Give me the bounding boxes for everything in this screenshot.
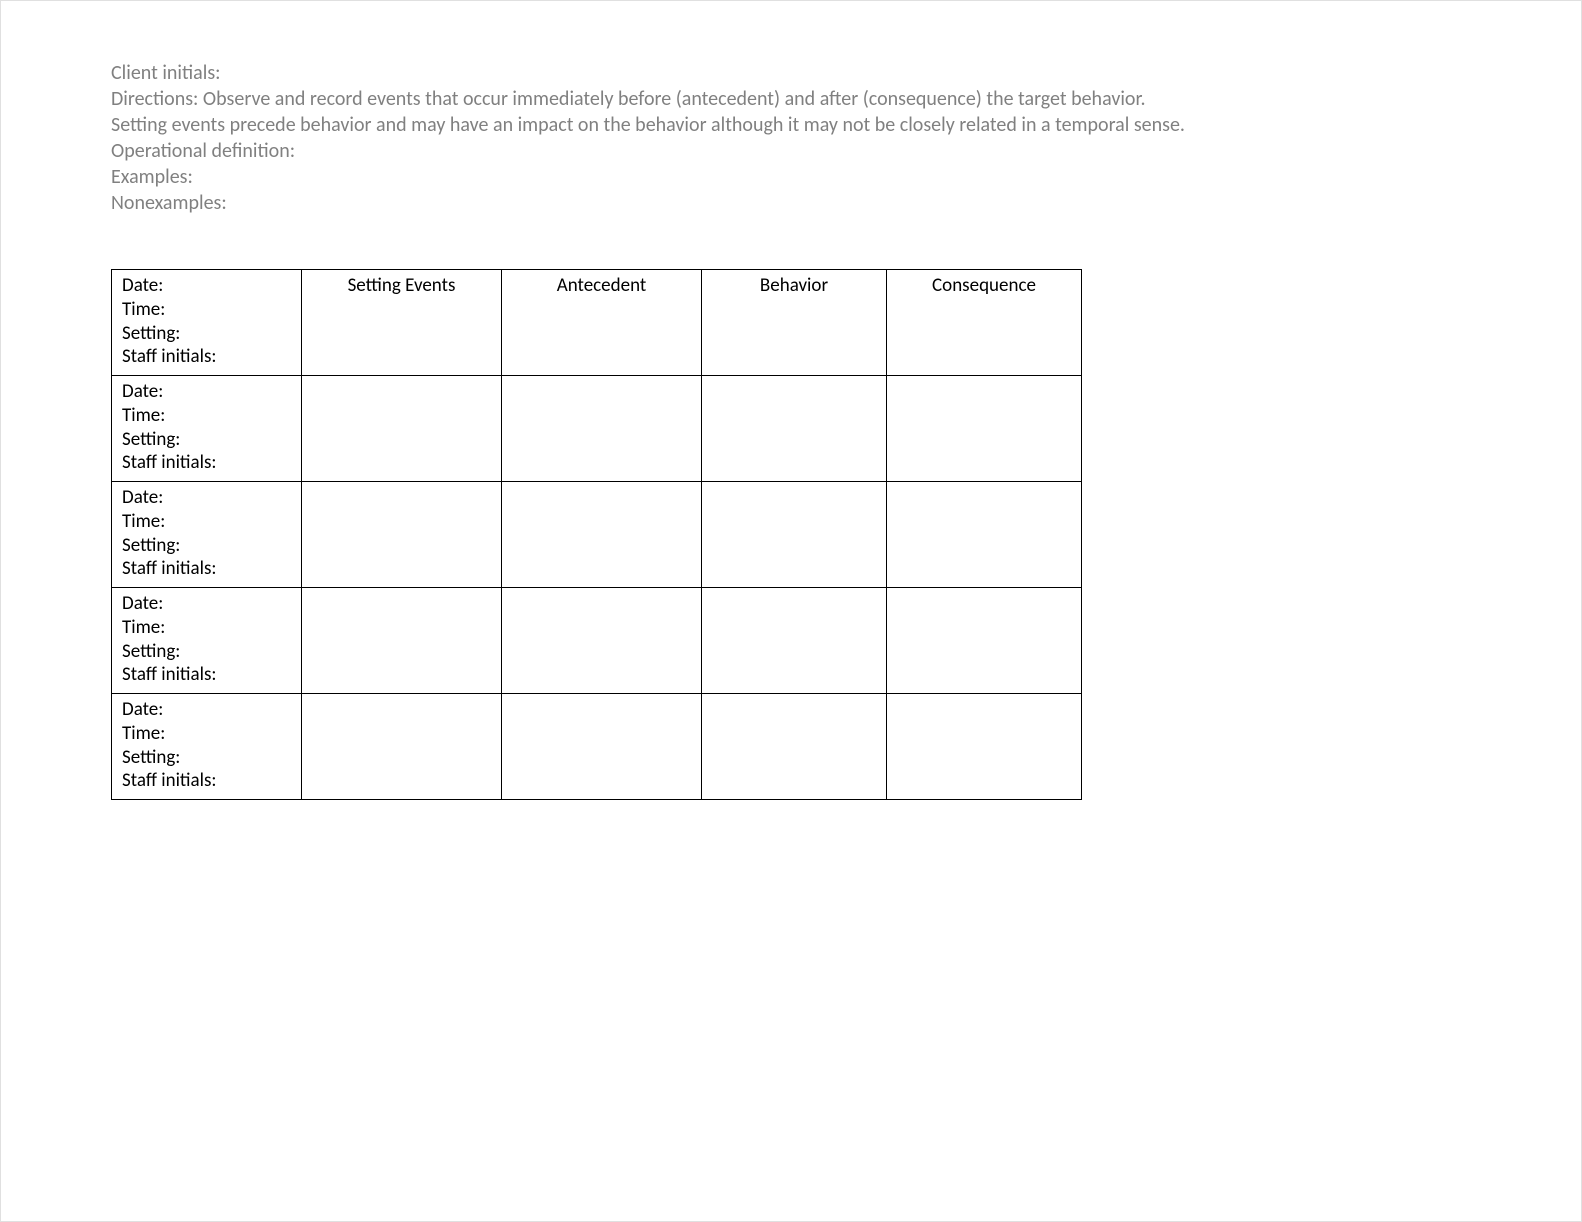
row-info-time: Time:	[122, 404, 291, 428]
header-block: Client initials: Directions: Observe and…	[111, 61, 1471, 215]
cell-setting-events	[302, 376, 502, 482]
col-header-behavior: Behavior	[702, 270, 887, 376]
cell-antecedent	[502, 482, 702, 588]
col-header-setting-events: Setting Events	[302, 270, 502, 376]
header-info-setting: Setting:	[122, 322, 291, 346]
row-info-date: Date:	[122, 592, 291, 616]
cell-behavior	[702, 694, 887, 800]
operational-definition-label: Operational definition:	[111, 139, 1471, 163]
table-header-row: Date: Time: Setting: Staff initials: Set…	[112, 270, 1082, 376]
header-info-date: Date:	[122, 274, 291, 298]
cell-info: Date: Time: Setting: Staff initials:	[112, 588, 302, 694]
row-info-time: Time:	[122, 722, 291, 746]
examples-label: Examples:	[111, 165, 1471, 189]
document-page: Client initials: Directions: Observe and…	[0, 0, 1582, 1222]
table-row: Date: Time: Setting: Staff initials:	[112, 482, 1082, 588]
cell-info: Date: Time: Setting: Staff initials:	[112, 694, 302, 800]
cell-info: Date: Time: Setting: Staff initials:	[112, 376, 302, 482]
row-info-date: Date:	[122, 698, 291, 722]
cell-antecedent	[502, 376, 702, 482]
cell-setting-events	[302, 588, 502, 694]
col-header-consequence: Consequence	[887, 270, 1082, 376]
cell-info: Date: Time: Setting: Staff initials:	[112, 482, 302, 588]
row-info-staff: Staff initials:	[122, 557, 291, 581]
col-header-antecedent: Antecedent	[502, 270, 702, 376]
cell-consequence	[887, 482, 1082, 588]
row-info-staff: Staff initials:	[122, 663, 291, 687]
row-info-staff: Staff initials:	[122, 769, 291, 793]
row-info-time: Time:	[122, 616, 291, 640]
table-row: Date: Time: Setting: Staff initials:	[112, 588, 1082, 694]
cell-consequence	[887, 588, 1082, 694]
cell-consequence	[887, 694, 1082, 800]
row-info-staff: Staff initials:	[122, 451, 291, 475]
cell-antecedent	[502, 588, 702, 694]
col-header-info: Date: Time: Setting: Staff initials:	[112, 270, 302, 376]
row-info-setting: Setting:	[122, 746, 291, 770]
header-info-staff: Staff initials:	[122, 345, 291, 369]
cell-consequence	[887, 376, 1082, 482]
row-info-time: Time:	[122, 510, 291, 534]
client-initials-label: Client initials:	[111, 61, 1471, 85]
cell-setting-events	[302, 694, 502, 800]
row-info-setting: Setting:	[122, 640, 291, 664]
header-info-time: Time:	[122, 298, 291, 322]
row-info-setting: Setting:	[122, 534, 291, 558]
cell-behavior	[702, 376, 887, 482]
nonexamples-label: Nonexamples:	[111, 191, 1471, 215]
cell-antecedent	[502, 694, 702, 800]
directions-line-1: Directions: Observe and record events th…	[111, 87, 1471, 111]
table-row: Date: Time: Setting: Staff initials:	[112, 694, 1082, 800]
row-info-date: Date:	[122, 486, 291, 510]
row-info-date: Date:	[122, 380, 291, 404]
abc-data-table: Date: Time: Setting: Staff initials: Set…	[111, 269, 1082, 800]
table-row: Date: Time: Setting: Staff initials:	[112, 376, 1082, 482]
cell-behavior	[702, 482, 887, 588]
cell-behavior	[702, 588, 887, 694]
cell-setting-events	[302, 482, 502, 588]
directions-line-2: Setting events precede behavior and may …	[111, 113, 1471, 137]
row-info-setting: Setting:	[122, 428, 291, 452]
